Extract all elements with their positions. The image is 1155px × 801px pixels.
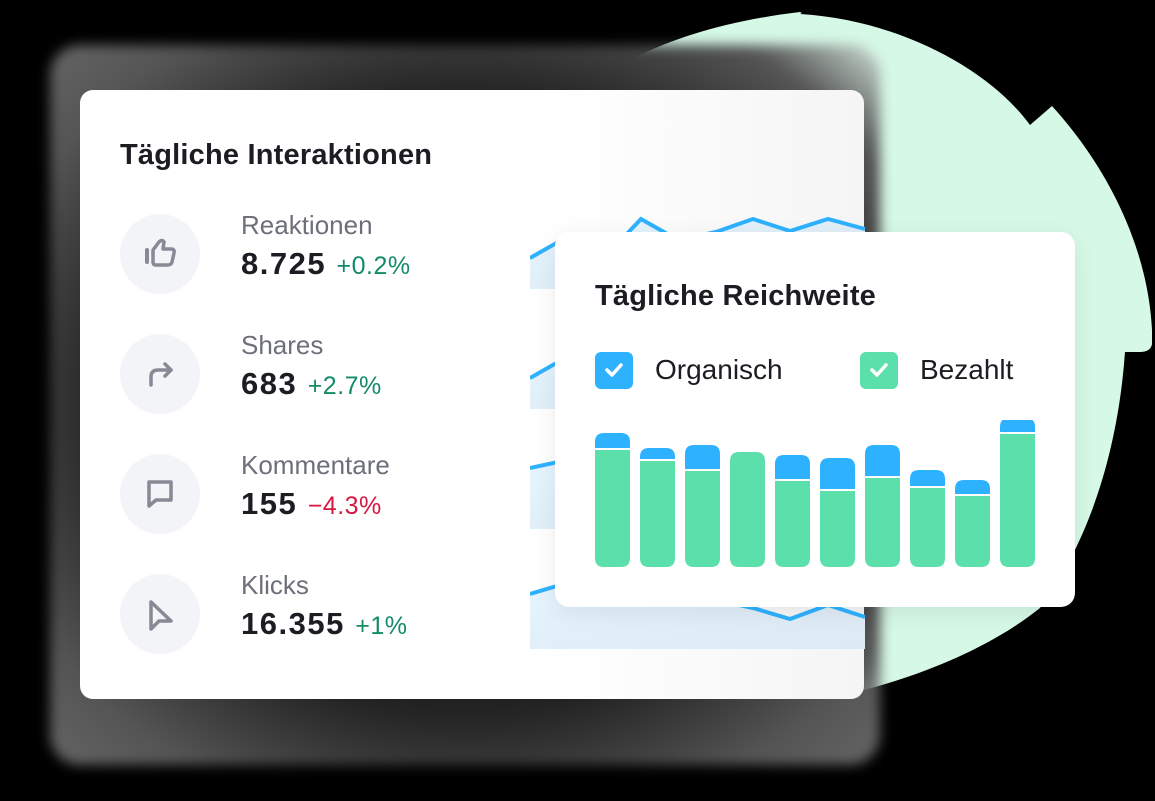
thumbs-up-icon bbox=[120, 214, 200, 294]
metric-label: Reaktionen bbox=[241, 210, 373, 240]
bar bbox=[730, 452, 765, 567]
metric-value: 16.355 bbox=[241, 606, 345, 641]
legend-paid[interactable]: Bezahlt bbox=[860, 351, 1014, 389]
metric-value: 155 bbox=[241, 486, 298, 521]
paid-checkbox[interactable] bbox=[860, 351, 898, 389]
metric-label: Kommentare bbox=[241, 450, 390, 480]
daily-interactions-card: Tägliche Interaktionen Reaktionen 8.725 … bbox=[80, 90, 866, 699]
checkmark-icon bbox=[605, 363, 623, 377]
bar bbox=[775, 455, 810, 567]
reach-bar-chart bbox=[595, 420, 1035, 567]
metric-value: 8.725 bbox=[241, 246, 327, 281]
checkmark-icon bbox=[870, 363, 888, 377]
metric-value: 683 bbox=[241, 366, 298, 401]
bar bbox=[640, 448, 675, 567]
bar bbox=[865, 445, 900, 567]
share-arrow-icon bbox=[120, 334, 200, 414]
cursor-click-icon bbox=[120, 574, 200, 654]
legend-label: Bezahlt bbox=[920, 354, 1014, 385]
bar bbox=[910, 470, 945, 567]
comment-icon bbox=[120, 454, 200, 534]
reach-title: Tägliche Reichweite bbox=[595, 280, 876, 312]
metric-delta: +1% bbox=[355, 612, 408, 640]
metric-label: Shares bbox=[241, 330, 324, 360]
metric-delta: +0.2% bbox=[336, 252, 411, 280]
metric-delta: +2.7% bbox=[307, 372, 382, 400]
organic-checkbox[interactable] bbox=[595, 351, 633, 389]
bar bbox=[955, 480, 990, 567]
bar bbox=[1000, 420, 1035, 567]
bar bbox=[820, 458, 855, 567]
metric-label: Klicks bbox=[241, 570, 309, 600]
legend-organic[interactable]: Organisch bbox=[595, 351, 783, 389]
legend-label: Organisch bbox=[655, 354, 783, 385]
daily-reach-card: Tägliche Reichweite Organisch Bezahlt bbox=[555, 232, 1075, 607]
bar bbox=[685, 445, 720, 567]
interactions-title: Tägliche Interaktionen bbox=[120, 139, 433, 171]
bar bbox=[595, 433, 630, 567]
metric-delta: −4.3% bbox=[307, 492, 382, 520]
